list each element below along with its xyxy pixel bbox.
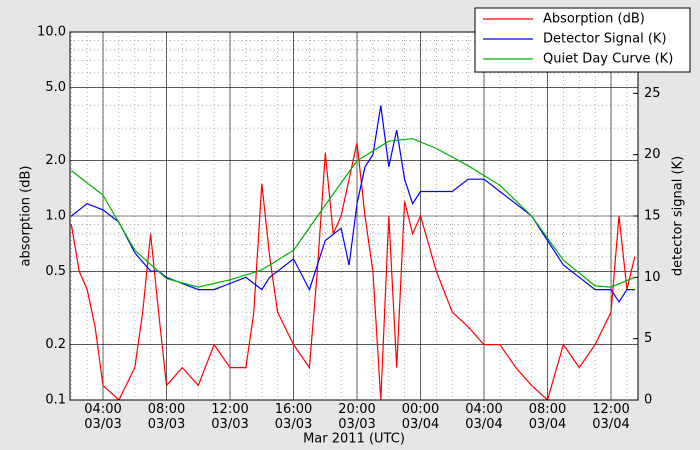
series-line bbox=[70, 105, 635, 304]
x-tick-label: 00:00 03/04 bbox=[401, 402, 440, 432]
y2-tick-label: 15 bbox=[644, 209, 661, 224]
x-tick-label: 04:00 03/03 bbox=[84, 402, 122, 432]
legend-label: Detector Signal (K) bbox=[543, 32, 667, 47]
series-line bbox=[70, 138, 636, 288]
x-tick-label: 20:00 03/03 bbox=[338, 402, 376, 432]
legend-label: Quiet Day Curve (K) bbox=[543, 52, 673, 67]
y-tick-label: 1.0 bbox=[45, 209, 66, 224]
x-tick-label: 12:00 03/04 bbox=[592, 402, 630, 432]
series-line bbox=[70, 142, 636, 400]
plot-lines bbox=[70, 105, 636, 400]
y2-tick-label: 25 bbox=[644, 86, 661, 101]
x-tick-label: 12:00 03/03 bbox=[211, 402, 249, 432]
y2-axis-label: detector signal (K) bbox=[671, 156, 686, 276]
y2-tick-label: 0 bbox=[644, 393, 652, 408]
y-axis-label: absorption (dB) bbox=[19, 166, 34, 267]
y2-tick-label: 5 bbox=[644, 331, 652, 346]
y-tick-label: 0.2 bbox=[45, 337, 66, 352]
y-tick-label: 5.0 bbox=[45, 80, 66, 95]
y2-tick-label: 20 bbox=[644, 147, 661, 162]
y-tick-label: 0.1 bbox=[45, 393, 66, 408]
y-tick-label: 0.5 bbox=[45, 264, 66, 279]
x-tick-label: 08:00 03/03 bbox=[147, 402, 186, 432]
y-tick-label: 10.0 bbox=[37, 25, 66, 40]
legend-label: Absorption (dB) bbox=[543, 12, 645, 27]
plot-frame bbox=[69, 31, 639, 401]
y-tick-label: 2.0 bbox=[45, 153, 66, 168]
y2-tick-label: 10 bbox=[644, 270, 661, 285]
x-tick-label: 04:00 03/04 bbox=[465, 402, 503, 432]
x-axis-label: Mar 2011 (UTC) bbox=[303, 432, 405, 447]
x-tick-label: 08:00 03/04 bbox=[528, 402, 567, 432]
x-tick-label: 16:00 03/03 bbox=[274, 402, 313, 432]
